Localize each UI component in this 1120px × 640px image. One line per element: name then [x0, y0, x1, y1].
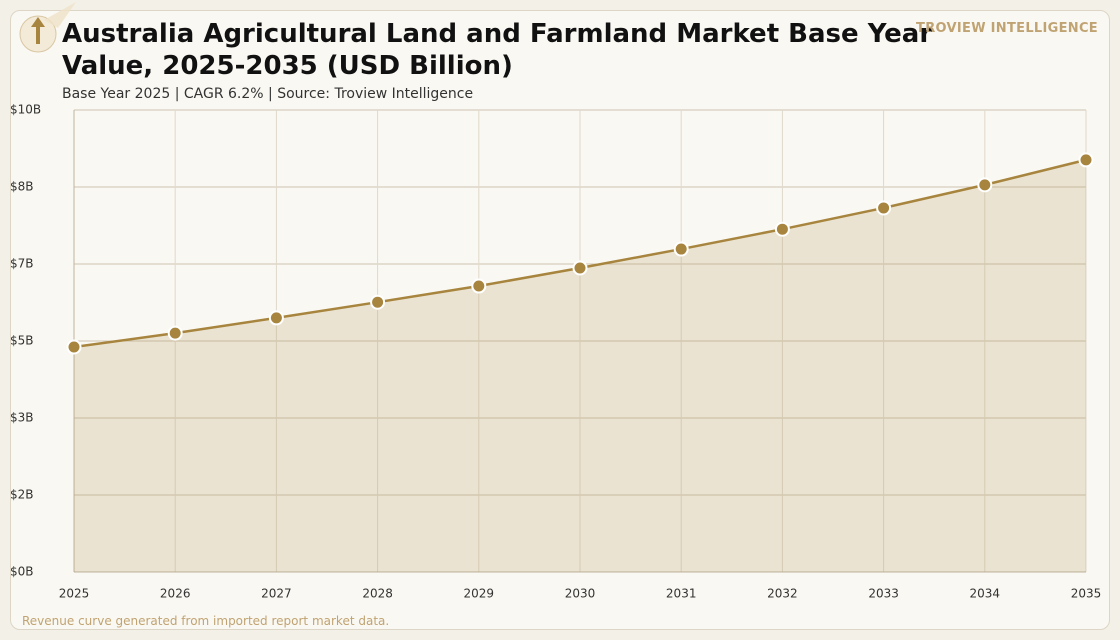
logo-icon	[19, 2, 76, 53]
x-tick-label: 2031	[666, 587, 697, 601]
point	[268, 310, 284, 326]
y-tick-label: $2B	[10, 487, 34, 501]
point	[1078, 152, 1094, 168]
point	[977, 177, 993, 193]
x-tick-label: 2027	[261, 587, 292, 601]
x-tick-label: 2030	[565, 587, 596, 601]
point	[167, 325, 183, 341]
x-tick-label: 2034	[970, 587, 1001, 601]
y-tick-label: $5B	[10, 334, 34, 348]
x-tick-label: 2029	[464, 587, 495, 601]
chart-subtitle: Base Year 2025 | CAGR 6.2% | Source: Tro…	[62, 86, 474, 102]
point	[572, 260, 588, 276]
x-tick-label: 2033	[868, 587, 899, 601]
footnote: Revenue curve generated from imported re…	[22, 614, 390, 628]
x-tick-label: 2035	[1071, 587, 1102, 601]
x-tick-label: 2032	[767, 587, 798, 601]
point	[471, 278, 487, 294]
point	[370, 294, 386, 310]
brand: TROVIEW INTELLIGENCE	[916, 21, 1098, 36]
x-tick-label: 2025	[59, 587, 90, 601]
point	[673, 241, 689, 257]
card	[10, 10, 1110, 630]
y-tick-label: $10B	[10, 103, 41, 117]
point	[876, 200, 892, 216]
y-tick-label: $0B	[10, 565, 34, 579]
y-tick-label: $8B	[10, 180, 34, 194]
y-tick-label: $7B	[10, 256, 34, 270]
point	[66, 339, 82, 355]
y-tick-label: $3B	[10, 411, 34, 425]
area	[74, 159, 1086, 572]
point	[774, 221, 790, 237]
x-tick-label: 2028	[362, 587, 393, 601]
chart-title: Australia Agricultural Land and Farmland…	[62, 19, 933, 81]
x-tick-label: 2026	[160, 587, 191, 601]
